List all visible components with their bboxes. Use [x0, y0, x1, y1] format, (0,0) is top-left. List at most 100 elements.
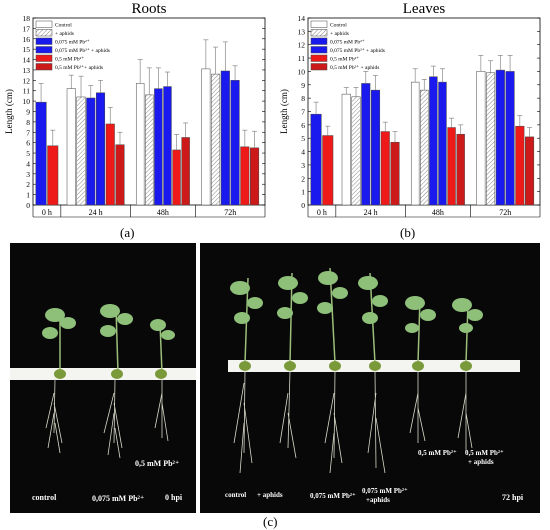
bar	[505, 71, 515, 206]
y-tick-label: 8	[301, 94, 305, 103]
bar	[76, 96, 86, 206]
legend-entry: 0,5 mM Pb²⁺ + aphids	[330, 65, 379, 71]
bar	[525, 136, 535, 206]
legend-entry: 0,5 mM Pb²⁺	[330, 57, 359, 63]
y-tick-label: 2	[26, 180, 30, 189]
bar	[135, 83, 145, 206]
x-tick-label: 0 h	[42, 208, 52, 217]
x-tick-label: 48h	[432, 208, 444, 217]
legend-swatch	[35, 63, 53, 71]
y-tick-label: 12	[298, 41, 306, 50]
legend: Control + aphids 0,075 mM Pb²⁺ 0,075 mM Pb²…	[35, 20, 110, 71]
bar	[66, 88, 76, 206]
legend-swatch	[35, 37, 53, 45]
legend-entry: 0,075 mM Pb²⁺ + aphids	[55, 48, 110, 54]
y-tick-label: 15	[23, 45, 31, 54]
y-tick-label: 17	[23, 24, 31, 33]
y-tick-label: 12	[23, 76, 31, 85]
bar	[322, 135, 334, 206]
photo-0-hpi: 0,5 mM Pb²⁺ control 0,075 mM Pb²⁺ 0 hpi	[10, 243, 196, 513]
y-tick-label: 0	[301, 201, 305, 210]
legend-swatch	[35, 46, 53, 54]
legend-entry: + aphids	[330, 31, 349, 37]
bar	[250, 147, 260, 206]
panel-a-caption: (a)	[120, 225, 135, 240]
y-tick-label: 16	[23, 35, 31, 44]
legend-entry: 0,075 mM Pb²⁺	[55, 40, 90, 46]
legend-swatch	[310, 20, 328, 28]
legend-swatch	[35, 54, 53, 62]
y-tick-label: 13	[23, 66, 31, 75]
y-tick-label: 6	[301, 121, 305, 130]
bar	[351, 96, 361, 206]
y-tick-label: 10	[23, 97, 31, 106]
legend: Control + aphids 0,075 mM Pb²⁺ 0,075 mM Pb²…	[310, 20, 385, 71]
y-tick-label: 0	[26, 201, 30, 210]
legend-entry: 0,075 mM Pb²⁺ + aphids	[330, 48, 385, 54]
bar	[86, 97, 96, 206]
bar	[154, 88, 163, 206]
photo-0h-label-high-pb: 0,5 mM Pb²⁺	[135, 459, 180, 468]
photo-72h-label-high-pb-aphids: 0,5 mM Pb²⁺	[465, 449, 504, 457]
bar	[447, 127, 456, 206]
bar	[390, 141, 400, 206]
y-tick-label: 14	[298, 14, 306, 23]
legend-swatch	[310, 37, 328, 45]
y-tick-label: 4	[301, 148, 305, 157]
legend-entry: 0,5 mM Pb²⁺	[55, 57, 84, 63]
x-tick-label: 0 h	[317, 208, 327, 217]
y-axis-label: Length (cm)	[279, 89, 289, 134]
x-tick-label: 72h	[224, 208, 236, 217]
photo-72h-label-control: control	[225, 491, 247, 499]
bar	[35, 101, 47, 206]
bar	[341, 93, 351, 206]
bar	[240, 146, 250, 206]
photo-0h-label-control: control	[32, 493, 57, 502]
y-axis-label: Length (cm)	[4, 89, 14, 134]
seedlings-0h-illustration	[42, 304, 175, 459]
seedlings-72h-illustration	[230, 267, 483, 474]
legend-swatch	[310, 63, 328, 71]
bar	[47, 145, 59, 206]
bar	[380, 131, 390, 206]
bar	[420, 89, 429, 206]
bar	[310, 113, 322, 206]
photo-72h-label-low-pb-aphids: 0,075 mM Pb²⁺	[362, 487, 408, 495]
y-tick-label: 5	[26, 149, 30, 158]
y-tick-label: 11	[23, 87, 30, 96]
photo-72h-label-high-pb: 0,5 mM Pb²⁺	[418, 449, 457, 457]
photo-72h-label-high-pb-aphids-2: + aphids	[468, 458, 494, 466]
bar	[201, 68, 211, 206]
y-tick-label: 13	[298, 27, 306, 36]
bar	[515, 125, 525, 206]
y-tick-label: 7	[301, 108, 305, 117]
bar	[163, 86, 172, 206]
legend-swatch	[35, 29, 53, 37]
y-tick-label: 9	[301, 81, 305, 90]
legend-entry: 0,5 mM Pb²⁺+ aphids	[55, 65, 103, 71]
legend-entry: Control	[55, 23, 72, 29]
chart-title: Leaves	[403, 1, 446, 17]
y-tick-label: 6	[26, 139, 30, 148]
y-tick-label: 1	[301, 188, 305, 197]
bar	[429, 76, 438, 206]
bar	[115, 144, 125, 206]
bar	[486, 72, 496, 206]
bar	[230, 80, 240, 206]
panel-b-caption: (b)	[400, 225, 416, 240]
photo-72h-label-low-pb-aphids-2: +aphids	[366, 496, 390, 504]
x-tick-label: 24 h	[364, 208, 378, 217]
bar	[145, 94, 154, 206]
photo-0h-label-low-pb: 0,075 mM Pb²⁺	[92, 494, 145, 503]
legend-swatch	[310, 29, 328, 37]
y-tick-label: 2	[301, 174, 305, 183]
x-tick-label: 72h	[499, 208, 511, 217]
y-tick-label: 9	[26, 108, 30, 117]
bar	[361, 83, 371, 206]
x-tick-label: 48h	[157, 208, 169, 217]
legend-swatch	[310, 54, 328, 62]
legend-entry: + aphids	[55, 31, 74, 37]
photo-72h-label-aphids: + aphids	[257, 491, 283, 499]
y-tick-label: 3	[26, 170, 30, 179]
photo-0h-time: 0 hpi	[165, 493, 183, 502]
